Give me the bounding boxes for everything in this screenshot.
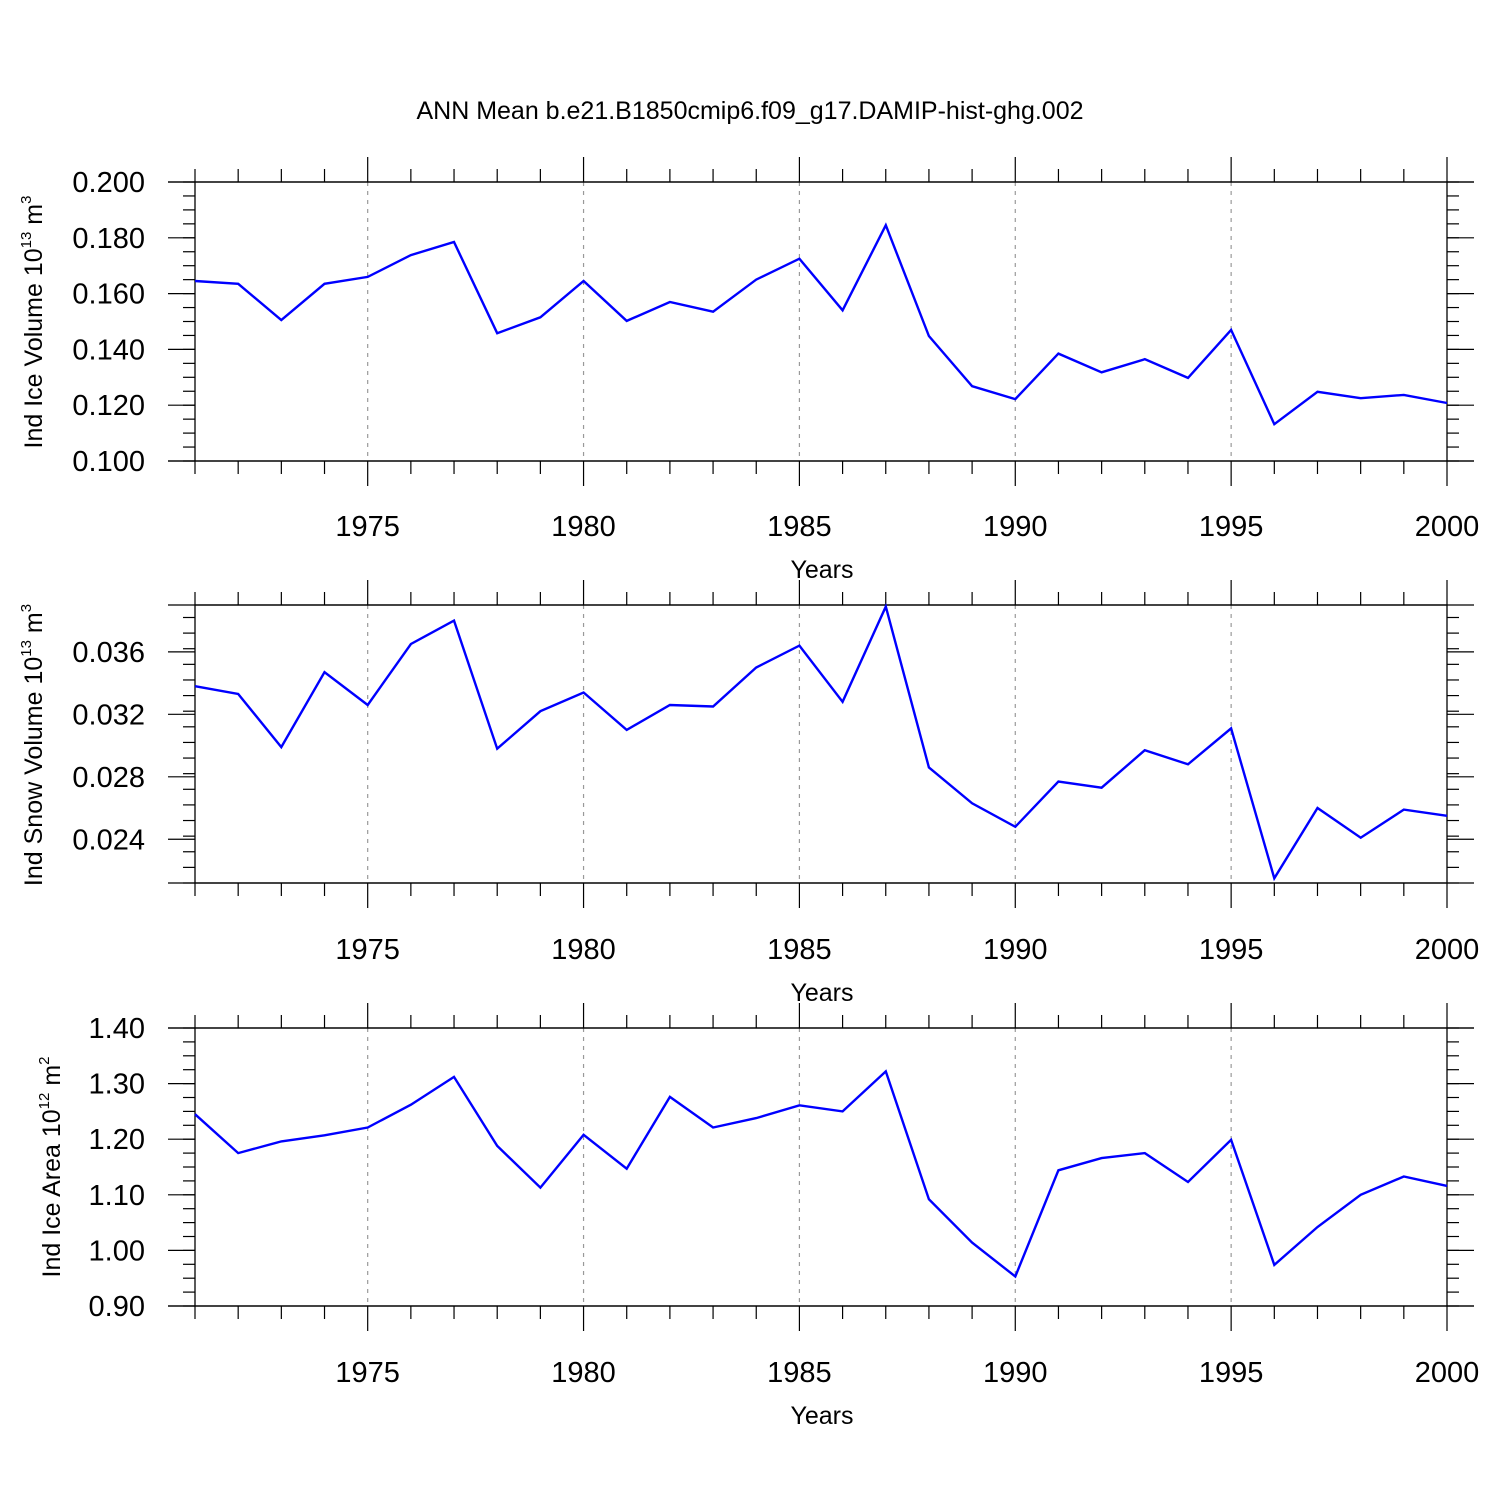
ice-volume-xtick-label: 1975 — [335, 511, 400, 543]
ice-area-ytick-label: 1.00 — [89, 1235, 145, 1267]
ice-area-y-axis-label: Ind Ice Area 1012 m2 — [36, 1057, 66, 1278]
ice-volume-xtick-label: 1980 — [551, 511, 616, 543]
ice-area-xtick-label: 2000 — [1415, 1357, 1480, 1389]
ice-volume-x-axis-label: Years — [790, 556, 853, 584]
ice-volume-xtick-label: 1985 — [767, 511, 832, 543]
ice-area-ytick-label: 1.30 — [89, 1069, 145, 1101]
ice-volume-ytick-label: 0.100 — [72, 446, 145, 478]
ice-volume-ytick-label: 0.160 — [72, 279, 145, 311]
snow-volume-x-axis-label: Years — [790, 979, 853, 1007]
ice-area-xtick-label: 1990 — [983, 1357, 1048, 1389]
ice-area-ytick-label: 1.40 — [89, 1013, 145, 1045]
ice-volume-plot-frame — [194, 181, 1448, 462]
ice-volume-panel: Ind Ice Volume 1013 m3 Years 0.100 0.120 0… — [18, 157, 1479, 584]
ice-volume-y-axis-label: Ind Ice Volume 1013 m3 — [18, 196, 48, 449]
snow-volume-xtick-label: 1995 — [1199, 934, 1264, 966]
snow-volume-xtick-label: 1985 — [767, 934, 832, 966]
ice-volume-series-line — [194, 222, 1448, 427]
ice-volume-xtick-label: 1995 — [1199, 511, 1264, 543]
ice-volume-ytick-label: 0.120 — [72, 390, 145, 422]
ice-area-xtick-label: 1995 — [1199, 1357, 1264, 1389]
figure-title: ANN Mean b.e21.B1850cmip6.f09_g17.DAMIP-… — [416, 97, 1083, 125]
ice-area-xtick-label: 1980 — [551, 1357, 616, 1389]
ice-area-ytick-label: 1.10 — [89, 1180, 145, 1212]
ice-area-panel: Ind Ice Area 1012 m2 Years 0.90 1.00 1.10 1… — [36, 1003, 1479, 1430]
snow-volume-ytick-label: 0.032 — [72, 699, 145, 731]
ice-area-x-axis-label: Years — [790, 1402, 853, 1430]
snow-volume-xtick-label: 2000 — [1415, 934, 1480, 966]
ice-volume-ytick-label: 0.180 — [72, 223, 145, 255]
snow-volume-panel: Ind Snow Volume 1013 m3 Years 0.024 0.028… — [18, 580, 1479, 1007]
snow-volume-ytick-label: 0.036 — [72, 637, 145, 669]
snow-volume-ytick-label: 0.028 — [72, 762, 145, 794]
ice-volume-xtick-label: 2000 — [1415, 511, 1480, 543]
snow-volume-xtick-label: 1975 — [335, 934, 400, 966]
ice-volume-xtick-label: 1990 — [983, 511, 1048, 543]
snow-volume-y-axis-label: Ind Snow Volume 1013 m3 — [18, 604, 48, 886]
snow-volume-ytick-label: 0.024 — [72, 824, 145, 856]
ice-volume-ytick-label: 0.200 — [72, 167, 145, 199]
ice-area-plot-frame — [194, 1027, 1448, 1307]
ice-area-xtick-label: 1985 — [767, 1357, 832, 1389]
ice-area-series-line — [194, 1069, 1448, 1279]
ice-area-xtick-label: 1975 — [335, 1357, 400, 1389]
snow-volume-xtick-label: 1990 — [983, 934, 1048, 966]
snow-volume-xtick-label: 1980 — [551, 934, 616, 966]
ice-volume-ytick-label: 0.140 — [72, 334, 145, 366]
ice-area-ytick-label: 1.20 — [89, 1124, 145, 1156]
snow-volume-series-line — [194, 603, 1448, 882]
ice-area-ytick-label: 0.90 — [89, 1291, 145, 1323]
snow-volume-plot-frame — [194, 604, 1448, 884]
